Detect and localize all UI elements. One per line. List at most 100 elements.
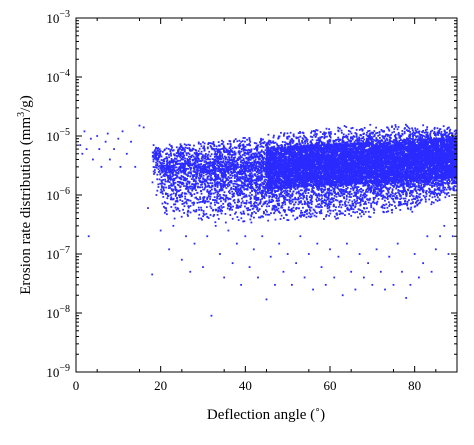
data-point	[438, 198, 441, 201]
data-point	[162, 196, 165, 198]
data-point	[234, 190, 237, 193]
data-point	[450, 132, 453, 134]
data-point	[211, 158, 214, 160]
data-point	[411, 183, 414, 185]
data-point	[412, 195, 415, 198]
data-point	[369, 132, 372, 135]
data-point	[229, 162, 231, 164]
data-point	[362, 276, 365, 279]
data-point	[256, 160, 259, 163]
data-point	[244, 174, 247, 177]
data-point	[357, 186, 360, 188]
data-point	[347, 192, 350, 195]
data-point	[320, 212, 323, 215]
data-point	[328, 133, 331, 135]
data-point	[98, 148, 101, 150]
data-point	[303, 196, 305, 199]
data-point	[375, 193, 378, 196]
data-point	[409, 131, 412, 133]
data-point	[312, 208, 315, 211]
data-point	[121, 130, 124, 133]
data-point	[226, 185, 229, 188]
data-point	[447, 179, 450, 181]
data-point	[183, 143, 186, 146]
data-point	[155, 156, 158, 159]
data-point	[329, 209, 332, 212]
data-point	[274, 210, 277, 212]
data-point	[291, 195, 293, 198]
data-point	[317, 189, 320, 191]
data-point	[437, 130, 440, 133]
data-point	[232, 194, 235, 197]
data-point	[278, 174, 281, 176]
data-point	[241, 161, 244, 164]
data-point	[83, 130, 86, 133]
data-point	[217, 148, 220, 151]
data-point	[232, 140, 235, 143]
data-point	[185, 235, 187, 238]
data-point	[428, 165, 431, 168]
data-point	[444, 178, 447, 181]
data-point	[390, 197, 393, 200]
data-point	[446, 179, 449, 182]
data-point	[303, 194, 305, 197]
data-point	[232, 160, 234, 162]
data-point	[315, 168, 318, 171]
data-point	[305, 196, 308, 199]
data-point	[219, 156, 221, 159]
data-point	[262, 175, 265, 178]
data-point	[175, 208, 178, 211]
data-point	[405, 184, 408, 187]
data-point	[184, 169, 187, 172]
data-point	[165, 156, 168, 159]
data-point	[232, 199, 235, 202]
data-point	[195, 209, 198, 211]
data-point	[185, 152, 188, 155]
data-point	[419, 136, 421, 139]
data-point	[247, 143, 250, 146]
data-point	[197, 198, 200, 201]
data-point	[352, 208, 355, 211]
data-point	[303, 213, 306, 216]
data-point	[218, 144, 220, 147]
data-point	[293, 209, 295, 212]
data-point	[214, 159, 217, 162]
data-point	[402, 193, 405, 196]
data-point	[264, 209, 267, 212]
data-point	[357, 192, 359, 194]
data-point	[200, 209, 203, 212]
data-point	[245, 160, 248, 163]
data-point	[271, 195, 274, 198]
data-point	[350, 214, 353, 217]
data-point	[190, 155, 193, 157]
data-point	[200, 160, 203, 163]
data-point	[263, 180, 266, 183]
data-point	[299, 135, 302, 138]
data-point	[222, 186, 225, 189]
data-point	[198, 201, 201, 204]
data-point	[106, 132, 109, 135]
data-point	[251, 174, 254, 177]
data-point	[264, 202, 267, 205]
data-point	[249, 218, 252, 221]
data-point	[346, 135, 349, 138]
data-point	[178, 152, 181, 155]
data-point	[240, 283, 242, 286]
data-point	[395, 195, 398, 197]
data-point	[440, 133, 442, 135]
data-point	[428, 195, 431, 197]
data-point	[161, 162, 164, 164]
data-point	[217, 164, 219, 167]
data-point	[199, 190, 202, 192]
data-point	[413, 184, 416, 187]
data-point	[211, 142, 214, 145]
data-point	[263, 175, 266, 178]
data-point	[263, 201, 266, 204]
data-point	[204, 156, 207, 158]
data-point	[418, 138, 421, 141]
data-point	[318, 187, 321, 190]
data-point	[347, 201, 350, 204]
data-point	[295, 262, 298, 265]
data-point	[178, 196, 181, 199]
data-point	[432, 179, 435, 182]
